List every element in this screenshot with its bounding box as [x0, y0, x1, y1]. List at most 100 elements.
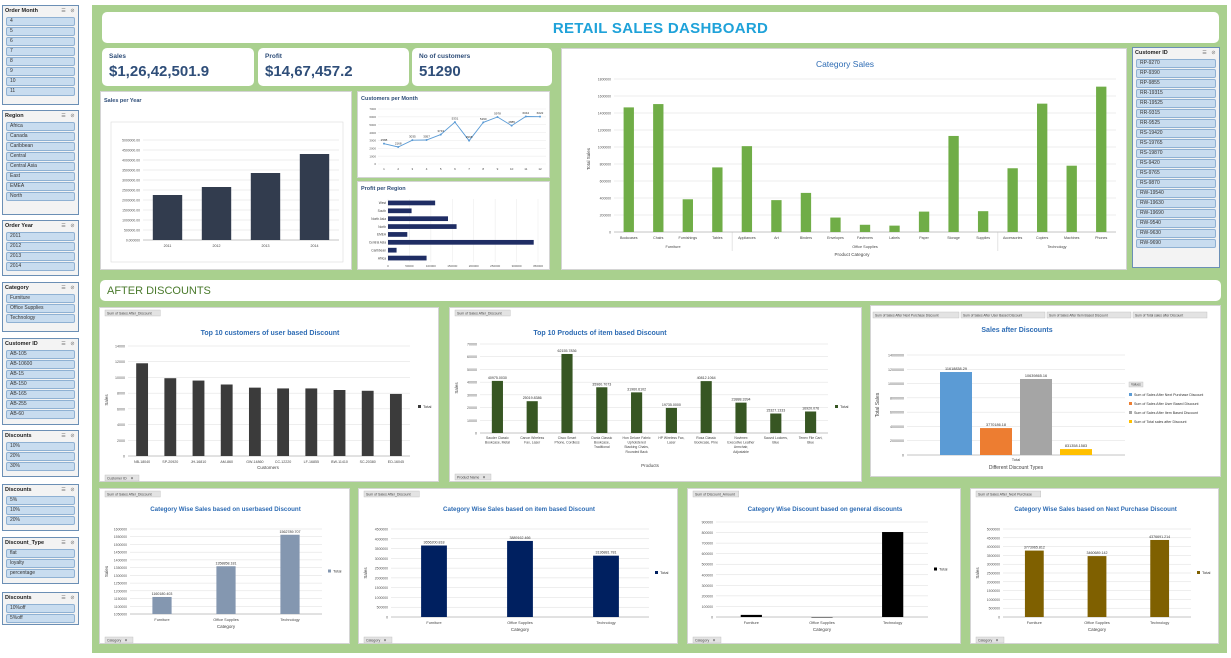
slicer-item[interactable]: 8 [6, 57, 75, 66]
slicer-order-month-0[interactable]: Order Month ☰ ⊘ 4 5 6 7 8 9 10 11 [2, 5, 79, 105]
customer-slicer-item[interactable]: RP-9390 [1136, 69, 1216, 78]
customer-slicer-item[interactable]: RW-19630 [1136, 199, 1216, 208]
multi-select-icon[interactable]: ☰ [61, 540, 66, 546]
slicer-category-3[interactable]: Category ☰ ⊘ Furniture Office Supplies Techno… [2, 282, 79, 332]
slicer-customer-id-4[interactable]: Customer ID ☰ ⊘ AB-105 AB-10600 AB-15 AB-150 AB… [2, 338, 79, 425]
slicer-item[interactable]: Office Supplies [6, 304, 75, 313]
slicer-item[interactable]: AB-15 [6, 370, 75, 379]
clear-filter-icon[interactable]: ⊘ [70, 341, 75, 347]
customer-slicer-item[interactable]: RR-9315 [1136, 109, 1216, 118]
customer-slicer-item[interactable]: RR-19315 [1136, 89, 1216, 98]
chart-cat-next-purchase[interactable]: Sum of Sales After_Next Purchase Category… [970, 488, 1219, 644]
clear-filter-icon[interactable]: ⊘ [70, 223, 75, 229]
slicer-item[interactable]: AB-105 [6, 350, 75, 359]
chart-sales-after-discounts[interactable]: Sum of Sales After Next Purchase Discoun… [870, 305, 1221, 477]
customer-slicer-item[interactable]: RP-9855 [1136, 79, 1216, 88]
multi-select-icon[interactable]: ☰ [61, 113, 66, 119]
chart-customers-per-month[interactable]: Customers per Month 0 1000 2000 3000 4000 5000… [357, 91, 550, 178]
multi-select-icon[interactable]: ☰ [61, 341, 66, 347]
slicer-item[interactable]: flat [6, 549, 75, 558]
chart-category-sales[interactable]: Category Sales 0 200000 400000 600000 800000 1… [561, 48, 1127, 270]
slicer-item[interactable]: 2014 [6, 262, 75, 271]
multi-select-icon[interactable]: ☰ [61, 8, 66, 14]
slicer-item[interactable]: 5 [6, 27, 75, 36]
slicer-item[interactable]: AB-60 [6, 410, 75, 419]
clear-filter-icon[interactable]: ⊘ [70, 540, 75, 546]
multi-select-icon[interactable]: ☰ [61, 487, 66, 493]
slicer-region-1[interactable]: Region ☰ ⊘ Africa Canada Caribbean Central Cent… [2, 110, 79, 215]
customer-slicer-item[interactable]: RW-9690 [1136, 239, 1216, 248]
slicer-item[interactable]: North [6, 192, 75, 201]
slicer-discounts-8[interactable]: Discounts ☰ ⊘ 10%off 5%off [2, 592, 79, 625]
slicer-discount-type-7[interactable]: Discount_Type ☰ ⊘ flat loyalty percentage [2, 537, 79, 584]
slicer-item[interactable]: loyalty [6, 559, 75, 568]
slicer-item[interactable]: Canada [6, 132, 75, 141]
customer-slicer-item[interactable]: RS-19765 [1136, 139, 1216, 148]
slicer-item[interactable]: 20% [6, 516, 75, 525]
chart-cat-general-discount[interactable]: Sum of Discount_Amount Category Wise Disc… [687, 488, 961, 644]
slicer-item[interactable]: 10% [6, 506, 75, 515]
chart-top10-products[interactable]: Sum of Sales After_Discount Top 10 Produc… [449, 307, 862, 482]
customer-slicer-item[interactable]: RW-19690 [1136, 209, 1216, 218]
slicer-item[interactable]: Africa [6, 122, 75, 131]
slicer-item[interactable]: EMEA [6, 182, 75, 191]
slicer-item[interactable]: Caribbean [6, 142, 75, 151]
clear-filter-icon[interactable]: ⊘ [70, 8, 75, 14]
customer-slicer-item[interactable]: RS-19420 [1136, 129, 1216, 138]
slicer-item[interactable]: 10 [6, 77, 75, 86]
multi-select-icon[interactable]: ☰ [61, 433, 66, 439]
customer-slicer-item[interactable]: RP-9270 [1136, 59, 1216, 68]
chart-top10-customers[interactable]: Sum of Sales After_Discount Top 10 custom… [99, 307, 439, 482]
slicer-order-year-2[interactable]: Order Year ☰ ⊘ 2011 2012 2013 2014 [2, 220, 79, 276]
slicer-item[interactable]: 2013 [6, 252, 75, 261]
slicer-item[interactable]: 9 [6, 67, 75, 76]
chart-profit-per-region[interactable]: Profit per Region 0 50000 100000 150000 20000… [357, 181, 550, 270]
clear-filter-icon[interactable]: ⊘ [70, 487, 75, 493]
slicer-item[interactable]: 5% [6, 496, 75, 505]
slicer-item[interactable]: 10%off [6, 604, 75, 613]
customer-slicer-item[interactable]: RR-9525 [1136, 119, 1216, 128]
slicer-item[interactable]: 2012 [6, 242, 75, 251]
slicer-item[interactable]: 6 [6, 37, 75, 46]
customer-slicer-item[interactable]: RW-9540 [1136, 219, 1216, 228]
customer-slicer-item[interactable]: RR-19525 [1136, 99, 1216, 108]
slicer-item[interactable]: 4 [6, 17, 75, 26]
slicer-discounts-5[interactable]: Discounts ☰ ⊘ 10% 20% 30% [2, 430, 79, 477]
slicer-item[interactable]: 20% [6, 452, 75, 461]
slicer-item[interactable]: Furniture [6, 294, 75, 303]
customer-id-slicer-right[interactable]: Customer ID ☰ ⊘ RP-9270 RP-9390 RP-9855 RR-… [1132, 47, 1220, 268]
customer-slicer-item[interactable]: RW-19540 [1136, 189, 1216, 198]
slicer-item[interactable]: percentage [6, 569, 75, 578]
slicer-item[interactable]: 2011 [6, 232, 75, 241]
slicer-item[interactable]: 30% [6, 462, 75, 471]
clear-filter-icon[interactable]: ⊘ [70, 433, 75, 439]
slicer-item[interactable]: Central Asia [6, 162, 75, 171]
slicer-item[interactable]: AB-165 [6, 390, 75, 399]
slicer-item[interactable]: AB-150 [6, 380, 75, 389]
multi-select-icon[interactable]: ☰ [61, 223, 66, 229]
slicer-discounts-6[interactable]: Discounts ☰ ⊘ 5% 10% 20% [2, 484, 79, 531]
multi-select-icon[interactable]: ☰ [61, 285, 66, 291]
customer-slicer-item[interactable]: RS-9420 [1136, 159, 1216, 168]
slicer-item[interactable]: Technology [6, 314, 75, 323]
clear-filter-icon[interactable]: ⊘ [70, 113, 75, 119]
chart-cat-item-discount[interactable]: Sum of Sales After_Discount Category Wise… [358, 488, 678, 644]
clear-filter-icon[interactable]: ⊘ [1211, 50, 1216, 56]
slicer-item[interactable]: 7 [6, 47, 75, 56]
customer-slicer-item[interactable]: RS-9870 [1136, 179, 1216, 188]
clear-filter-icon[interactable]: ⊘ [70, 595, 75, 601]
slicer-item[interactable]: 10% [6, 442, 75, 451]
clear-filter-icon[interactable]: ⊘ [70, 285, 75, 291]
slicer-item[interactable]: Central [6, 152, 75, 161]
slicer-item[interactable]: AB-255 [6, 400, 75, 409]
multi-select-icon[interactable]: ☰ [1202, 50, 1207, 56]
multi-select-icon[interactable]: ☰ [61, 595, 66, 601]
customer-slicer-item[interactable]: RS-19870 [1136, 149, 1216, 158]
slicer-item[interactable]: East [6, 172, 75, 181]
slicer-item[interactable]: 5%off [6, 614, 75, 623]
customer-slicer-item[interactable]: RS-9765 [1136, 169, 1216, 178]
chart-sales-per-year[interactable]: Sales per Year 0.000000 500000.00 1000000.0… [100, 91, 352, 270]
customer-slicer-item[interactable]: RW-9630 [1136, 229, 1216, 238]
chart-cat-user-discount[interactable]: Sum of Sales After_Discount Category Wise… [99, 488, 350, 644]
slicer-item[interactable]: 11 [6, 87, 75, 96]
